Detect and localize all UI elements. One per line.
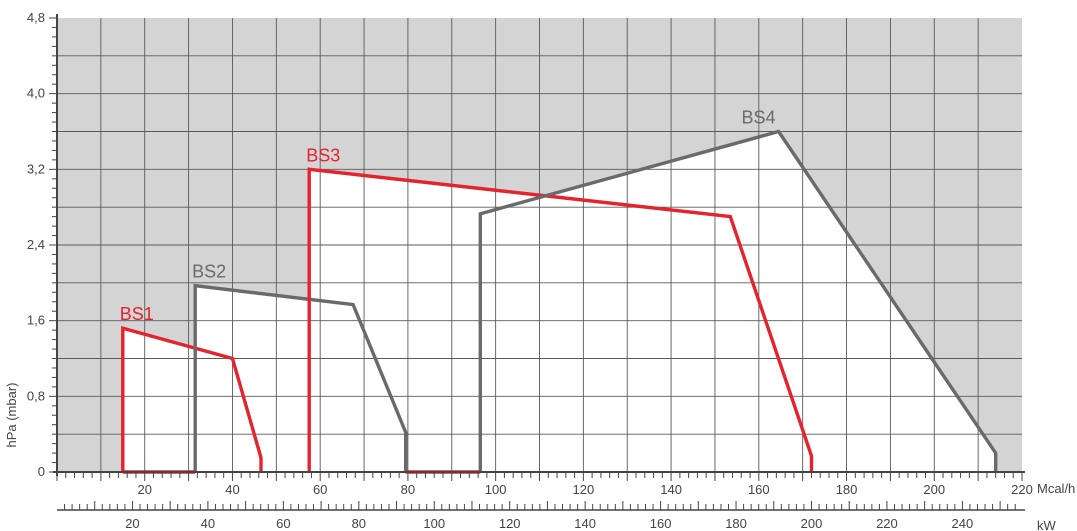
x-tick-label: 200	[923, 482, 945, 497]
kw-tick-label: 120	[499, 516, 521, 531]
kw-tick-label: 200	[801, 516, 823, 531]
axes	[49, 14, 1025, 511]
series-line-bs2	[193, 283, 408, 472]
x-axis-title-kw: kW	[1037, 518, 1057, 531]
series-line-bs3	[307, 167, 814, 472]
series-label-bs4: BS4	[742, 108, 776, 128]
series-label-bs3: BS3	[306, 145, 340, 165]
kw-tick-label: 220	[876, 516, 898, 531]
y-tick-label: 2,4	[27, 237, 45, 252]
x-tick-label: 140	[660, 482, 682, 497]
kw-tick-label: 100	[423, 516, 445, 531]
x-tick-label: 220	[1011, 482, 1033, 497]
axis-tick-labels: 0 0,8 1,6 2,4 3,2 4,0 4,8 20 40 60 80 100 120 140 160 1…	[27, 10, 1033, 531]
kw-tick-label: 20	[125, 516, 139, 531]
kw-tick-label: 80	[352, 516, 366, 531]
series-label-bs2: BS2	[192, 262, 226, 282]
y-tick-label: 1,6	[27, 313, 45, 328]
x-tick-label: 100	[485, 482, 507, 497]
y-axis-title: hPa (mbar)	[4, 382, 19, 447]
x-tick-label: 160	[748, 482, 770, 497]
x-tick-label: 60	[313, 482, 327, 497]
kw-tick-label: 240	[952, 516, 974, 531]
grid-lines	[57, 18, 1022, 472]
kw-tick-label: 40	[201, 516, 215, 531]
kw-tick-label: 60	[276, 516, 290, 531]
y-tick-label: 3,2	[27, 161, 45, 176]
x-axis-title-mcal: Mcal/h	[1037, 481, 1075, 496]
y-tick-label: 4,8	[27, 10, 45, 25]
y-tick-label: 0,8	[27, 388, 45, 403]
series-label-bs1: BS1	[120, 304, 154, 324]
kw-tick-label: 140	[574, 516, 596, 531]
x-tick-label: 40	[225, 482, 239, 497]
x-tick-label: 180	[836, 482, 858, 497]
x-tick-label: 80	[401, 482, 415, 497]
y-tick-label: 4,0	[27, 86, 45, 101]
x-tick-label: 120	[573, 482, 595, 497]
kw-tick-label: 160	[650, 516, 672, 531]
series-line-bs1	[121, 325, 263, 472]
kw-tick-label: 180	[725, 516, 747, 531]
y-tick-label: 0	[38, 464, 45, 479]
series-line-bs4	[478, 129, 998, 472]
x-tick-label: 20	[137, 482, 151, 497]
